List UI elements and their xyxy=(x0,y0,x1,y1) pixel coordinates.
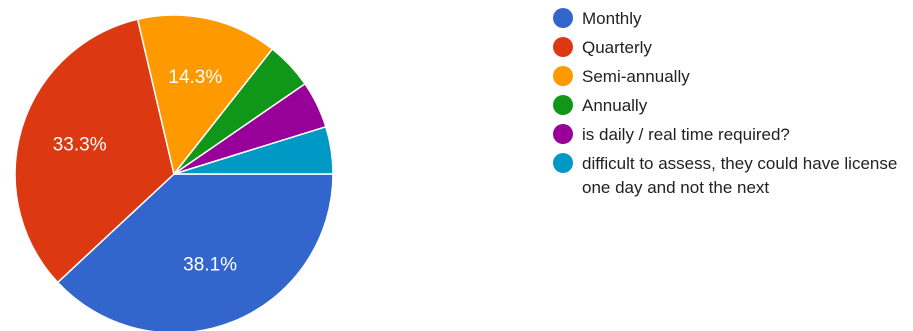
pie-slice-difficult-to-assess[interactable] xyxy=(173,125,334,175)
slice-label-monthly: 38.1% xyxy=(183,255,237,276)
legend-label-quarterly: Quarterly xyxy=(582,38,652,57)
slice-label-quarterly: 33.3% xyxy=(53,134,107,155)
legend-label-daily-real-time: is daily / real time required? xyxy=(582,125,790,144)
legend-swatch-quarterly xyxy=(553,37,573,57)
legend-label-monthly: Monthly xyxy=(582,9,642,28)
legend-swatch-annually xyxy=(553,95,573,115)
legend-swatch-monthly xyxy=(553,8,573,28)
pie-slice-monthly[interactable] xyxy=(56,173,334,331)
pie-chart: 38.1% 33.3% 14.3% xyxy=(14,14,334,331)
legend-item-semi-annually[interactable]: Semi-annually xyxy=(553,65,913,89)
legend-item-daily-real-time[interactable]: is daily / real time required? xyxy=(553,123,913,147)
legend-item-difficult-to-assess[interactable]: difficult to assess, they could have lic… xyxy=(553,152,913,200)
legend-label-annually: Annually xyxy=(582,96,648,115)
legend-item-annually[interactable]: Annually xyxy=(553,94,913,118)
legend-item-quarterly[interactable]: Quarterly xyxy=(553,36,913,60)
slice-label-semi-annually: 14.3% xyxy=(168,67,222,88)
legend: Monthly Quarterly Semi-annually Annually… xyxy=(553,7,913,205)
pie-slice-quarterly[interactable] xyxy=(14,18,175,284)
legend-swatch-daily-real-time xyxy=(553,124,573,144)
legend-label-difficult-to-assess: difficult to assess, they could have lic… xyxy=(582,154,898,197)
legend-label-semi-annually: Semi-annually xyxy=(582,67,690,86)
legend-item-monthly[interactable]: Monthly xyxy=(553,7,913,31)
pie-slice-semi-annually[interactable] xyxy=(136,14,274,176)
legend-swatch-difficult-to-assess xyxy=(553,153,573,173)
legend-swatch-semi-annually xyxy=(553,66,573,86)
